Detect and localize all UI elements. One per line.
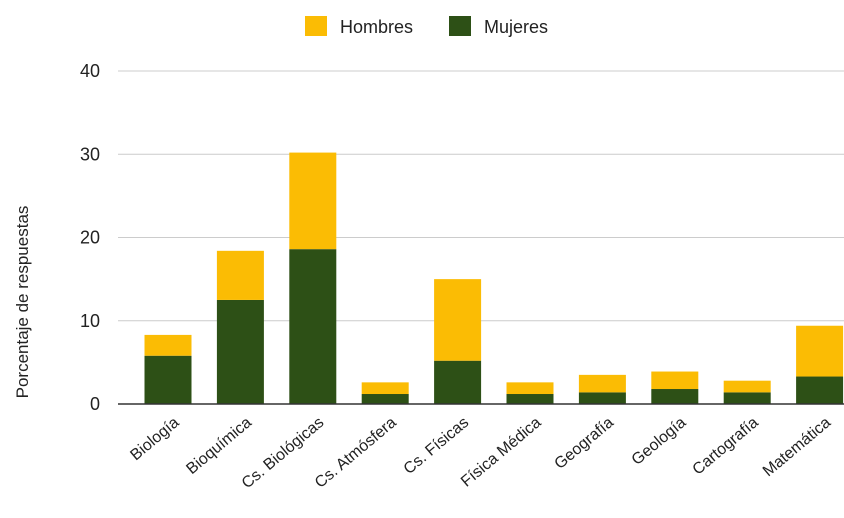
x-tick-label: Física Médica	[458, 414, 545, 491]
bar-segment-mujeres	[216, 299, 264, 404]
y-tick-label: 10	[80, 311, 100, 331]
bar-segment-hombres	[144, 334, 192, 356]
x-tick-label: Bioquímica	[183, 414, 255, 478]
bar-segment-mujeres	[434, 360, 482, 404]
bar-segment-hombres	[723, 380, 771, 393]
x-tick-label: Cs. Físicas	[401, 414, 473, 478]
x-tick-label: Cartografía	[690, 414, 762, 479]
x-tick-label: Biología	[127, 414, 182, 464]
legend-label-hombres: Hombres	[340, 17, 413, 37]
bar-segment-mujeres	[651, 389, 699, 404]
bar-segment-mujeres	[361, 394, 409, 404]
legend-swatch-hombres	[305, 16, 327, 36]
x-tick-label: Geología	[629, 414, 690, 469]
x-tick-label: Geografía	[552, 414, 618, 473]
bar-segment-mujeres	[506, 394, 554, 404]
bar-segment-mujeres	[289, 249, 337, 404]
bar-segment-hombres	[651, 371, 699, 390]
bar-segment-mujeres	[578, 392, 626, 404]
y-tick-label: 0	[90, 394, 100, 414]
bar-segment-hombres	[434, 279, 482, 361]
bar-segment-hombres	[506, 382, 554, 395]
bar-segment-hombres	[361, 382, 409, 395]
bar-segment-hombres	[796, 325, 844, 377]
y-tick-label: 30	[80, 144, 100, 164]
bar-segment-mujeres	[723, 392, 771, 404]
legend-label-mujeres: Mujeres	[484, 17, 548, 37]
bar-segment-mujeres	[144, 355, 192, 404]
bar-segment-hombres	[289, 152, 337, 250]
bars	[118, 152, 844, 405]
x-tick-label: Matemática	[760, 414, 834, 480]
y-tick-label: 20	[80, 228, 100, 248]
legend-swatch-mujeres	[449, 16, 471, 36]
y-axis-ticks: 0 10 20 30 40	[80, 61, 100, 414]
y-axis-title: Porcentaje de respuestas	[13, 206, 32, 399]
y-tick-label: 40	[80, 61, 100, 81]
bar-segment-hombres	[578, 374, 626, 393]
bar-segment-mujeres	[796, 376, 844, 404]
bar-segment-hombres	[216, 250, 264, 300]
legend: Hombres Mujeres	[305, 16, 548, 37]
